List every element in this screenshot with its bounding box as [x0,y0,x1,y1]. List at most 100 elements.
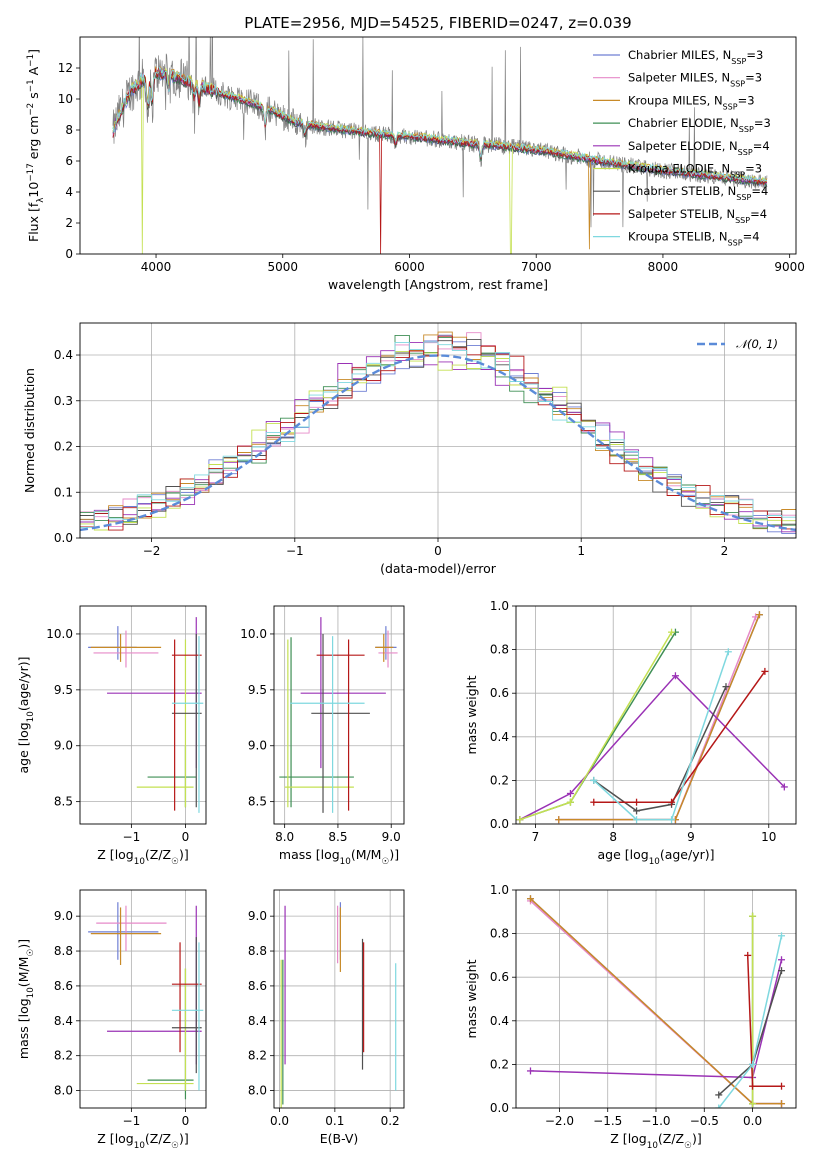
x-tick-label: −2.0 [545,1114,574,1128]
y-tick-label: 9.5 [248,683,267,697]
x-tick-label: 8.5 [328,830,347,844]
y-tick-label: 0.6 [490,686,509,700]
y-tick-label: 10 [58,92,73,106]
extinction-mass-panel: 0.0 0.1 0.2 8.0 8.2 8.4 8.6 8.8 9.0 E(B-V) [248,889,405,1146]
y-axis-label: mass weight [464,675,479,754]
y-tick-label: 2 [65,216,73,230]
y-tick-label: 6 [65,154,73,168]
y-tick-label: 8.0 [54,1084,73,1098]
y-tick-label: 1.0 [490,883,509,897]
y-axis-label: Flux [fλ10−17 erg cm−2 s−1 A−1] [26,49,46,242]
x-tick-label: 8000 [648,260,679,274]
weight-marker-kroupa-miles [555,816,563,824]
weight-marker-salpeter-elodie [778,956,786,964]
y-tick-label: 8.0 [248,1084,267,1098]
x-tick-label: −1.0 [641,1114,670,1128]
weight-marker-chabrier-stelib [778,967,786,975]
weight-marker-salpeter-stelib [749,1082,757,1090]
metallicity-age-panel: −1 0 8.5 9.0 9.5 10.0 Z [log10(Z/Z☉)] age [log1… [16,605,207,867]
model-line-kroupa-stelib [112,66,767,182]
weight-marker-salpeter-elodie [526,1067,534,1075]
plot-area [516,611,788,824]
weight-marker-kroupa-stelib [590,776,598,784]
x-tick-label: 6000 [394,260,425,274]
y-tick-label: 8.6 [54,979,73,993]
weight-marker-salpeter-stelib [778,1082,786,1090]
spectrum-legend: Chabrier MILES, NSSP=3 Salpeter MILES, NS… [593,48,771,247]
y-axis-label: mass weight [464,959,479,1038]
x-tick-label: 0 [434,544,442,558]
figure-title: PLATE=2956, MJD=54525, FIBERID=0247, z=0… [244,14,631,32]
axes-frame [515,605,797,825]
y-tick-label: 0.0 [54,531,73,545]
plot-area [280,902,397,1108]
x-tick-label: 0 [182,1114,190,1128]
y-tick-label: 0.2 [54,440,73,454]
y-tick-label: 4 [65,185,73,199]
plot-area [279,617,398,813]
x-tick-label: 5000 [267,260,298,274]
y-tick-label: 8 [65,123,73,137]
x-tick-label: 7000 [521,260,552,274]
legend-label-chabrier-elodie: Chabrier ELODIE, NSSP=3 [628,116,771,134]
y-tick-label: 8.4 [54,1014,73,1028]
y-tick-label: 0.4 [490,1014,509,1028]
plot-area [88,902,204,1100]
y-tick-label: 8.8 [248,944,267,958]
y-axis-label: mass [log10(M/M☉)] [16,939,36,1059]
weight-marker-salpeter-elodie [780,783,788,791]
y-tick-label: 0.0 [490,817,509,831]
plot-area [526,895,786,1108]
axes-frame [273,605,405,825]
y-tick-label: 0.0 [490,1101,509,1115]
legend-label-salpeter-miles: Salpeter MILES, NSSP=3 [628,71,762,89]
x-tick-label: 9 [687,830,695,844]
x-axis-label: wavelength [Angstrom, rest frame] [328,277,548,292]
legend-label-salpeter-elodie: Salpeter ELODIE, NSSP=4 [628,139,770,157]
x-axis-label: (data-model)/error [380,561,497,576]
weight-marker-salpeter-stelib [744,951,752,959]
metallicity-weight-panel: −2.0 −1.5 −1.0 −0.5 0.0 0.0 0.2 0.4 0.6 0.8 1.0 Z [… [464,883,797,1151]
x-tick-label: 2 [721,544,729,558]
x-tick-label: −1.5 [593,1114,622,1128]
weight-marker-salpeter-stelib [668,798,676,806]
y-tick-label: 8.2 [54,1049,73,1063]
weight-line-chabrier-miles [558,614,761,821]
x-tick-label: −1 [123,830,141,844]
y-tick-label: 9.0 [54,739,73,753]
y-tick-label: 8.6 [248,979,267,993]
y-tick-label: 9.5 [54,683,73,697]
axes-frame [273,889,405,1109]
y-tick-label: 1.0 [490,599,509,613]
weight-marker-kroupa-elodie [668,628,676,636]
weight-marker-salpeter-elodie [671,672,679,680]
weight-marker-kroupa-stelib [749,1060,757,1068]
spectrum-panel: 4000 5000 6000 7000 8000 9000 0 2 4 6 8 10 12 wavelen… [26,36,805,292]
x-tick-label: 4000 [141,260,172,274]
x-tick-label: 1 [577,544,585,558]
weight-marker-salpeter-elodie [566,789,574,797]
y-axis-label: Normed distribution [22,368,37,493]
x-tick-label: −1 [286,544,304,558]
x-tick-label: −2 [143,544,161,558]
plot-area [112,37,768,254]
y-tick-label: 0.8 [490,927,509,941]
y-tick-label: 0.3 [54,394,73,408]
x-tick-label: 0.0 [270,1114,289,1128]
axes-frame [79,36,797,255]
weight-line-chabrier-stelib [593,686,727,812]
histogram-step-kroupa-miles [80,331,796,538]
weight-marker-chabrier-stelib [633,807,641,815]
y-axis-label: age [log10(age/yr)] [16,656,36,773]
weight-marker-salpeter-stelib [633,798,641,806]
weight-marker-kroupa-stelib [668,816,676,824]
age-weight-panel: 7 8 9 10 0.0 0.2 0.4 0.6 0.8 1.0 age [log10(age/yr… [464,599,797,867]
y-tick-label: 0.6 [490,970,509,984]
x-tick-label: 10 [761,830,776,844]
legend-label-kroupa-elodie: Kroupa ELODIE, NSSP=3 [628,162,762,180]
mass-age-panel: 8.0 8.5 9.0 8.5 9.0 9.5 10.0 mass [log10(M/M☉)] [240,605,405,867]
weight-marker-kroupa-elodie [749,912,757,920]
histogram-step-kroupa-stelib [80,341,796,538]
weight-line-kroupa-miles [558,614,761,821]
